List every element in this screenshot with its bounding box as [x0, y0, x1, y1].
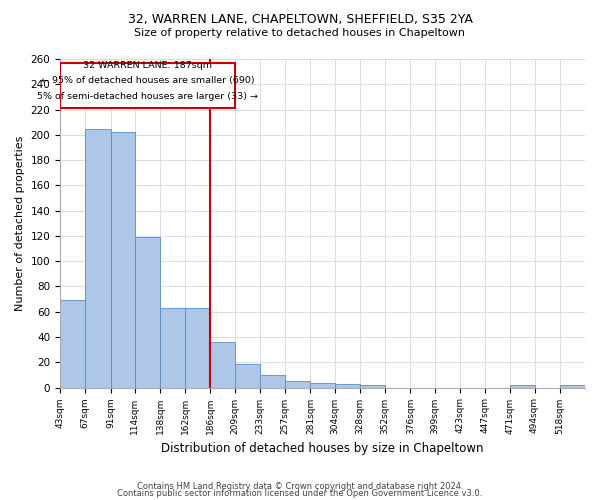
Bar [85, 128, 110, 388]
Bar [285, 382, 310, 388]
X-axis label: Distribution of detached houses by size in Chapeltown: Distribution of detached houses by size … [161, 442, 484, 455]
Text: Contains public sector information licensed under the Open Government Licence v3: Contains public sector information licen… [118, 490, 482, 498]
Bar [110, 132, 135, 388]
Text: ← 95% of detached houses are smaller (690): ← 95% of detached houses are smaller (69… [41, 76, 254, 86]
Text: Size of property relative to detached houses in Chapeltown: Size of property relative to detached ho… [134, 28, 466, 38]
Text: Contains HM Land Registry data © Crown copyright and database right 2024.: Contains HM Land Registry data © Crown c… [137, 482, 463, 491]
Bar [235, 364, 260, 388]
Bar [511, 385, 535, 388]
Bar [360, 385, 385, 388]
Text: 32 WARREN LANE: 187sqm: 32 WARREN LANE: 187sqm [83, 62, 212, 70]
Bar [211, 342, 235, 388]
Bar [60, 63, 235, 108]
Y-axis label: Number of detached properties: Number of detached properties [15, 136, 25, 311]
Bar [335, 384, 360, 388]
Text: 32, WARREN LANE, CHAPELTOWN, SHEFFIELD, S35 2YA: 32, WARREN LANE, CHAPELTOWN, SHEFFIELD, … [128, 12, 472, 26]
Bar [260, 375, 285, 388]
Bar [160, 308, 185, 388]
Text: 5% of semi-detached houses are larger (33) →: 5% of semi-detached houses are larger (3… [37, 92, 258, 100]
Bar [185, 308, 211, 388]
Bar [560, 385, 585, 388]
Bar [310, 382, 335, 388]
Bar [135, 237, 160, 388]
Bar [60, 300, 85, 388]
